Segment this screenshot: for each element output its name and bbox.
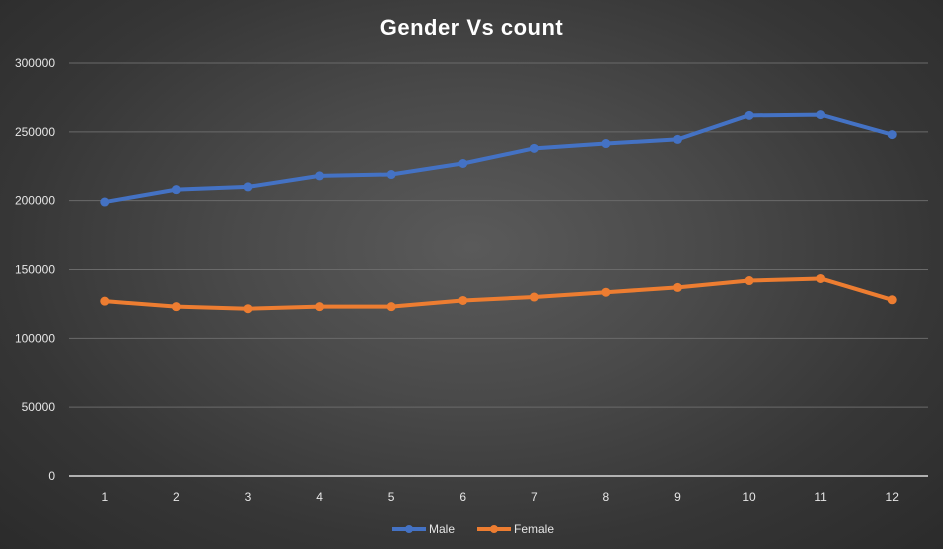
legend-label: Female xyxy=(514,522,554,536)
data-point-female xyxy=(171,302,181,312)
x-tick-label: 12 xyxy=(886,490,900,504)
x-tick-label: 4 xyxy=(316,490,323,504)
y-tick-label: 150000 xyxy=(15,263,55,277)
legend-swatch-marker xyxy=(405,525,413,533)
data-point-female xyxy=(243,304,253,314)
data-point-female xyxy=(816,273,826,283)
x-tick-label: 7 xyxy=(531,490,538,504)
data-point-male xyxy=(243,182,253,192)
series-line-female xyxy=(102,276,895,311)
data-point-female xyxy=(386,302,396,312)
data-point-female xyxy=(887,295,897,305)
y-axis: 0 50000 100000 150000 200000 250000 300000 xyxy=(15,56,55,483)
data-point-female xyxy=(315,302,325,312)
legend-label: Male xyxy=(429,522,455,536)
series-line-male xyxy=(102,112,895,205)
legend-item-female: Female xyxy=(477,522,554,536)
data-point-male xyxy=(386,170,396,180)
series-female xyxy=(100,273,897,314)
series-male xyxy=(100,110,897,207)
data-point-male xyxy=(744,110,754,120)
y-tick-label: 100000 xyxy=(15,331,55,345)
y-tick-label: 50000 xyxy=(22,400,56,414)
series-group xyxy=(100,110,897,314)
data-point-male xyxy=(672,134,682,144)
x-tick-label: 9 xyxy=(674,490,681,504)
legend-item-male: Male xyxy=(392,522,455,536)
data-point-male xyxy=(601,139,611,149)
x-axis: 1 2 3 4 5 6 7 8 9 10 11 12 xyxy=(69,475,928,504)
x-tick-label: 6 xyxy=(459,490,466,504)
x-tick-label: 11 xyxy=(814,490,827,504)
data-point-female xyxy=(744,276,754,286)
y-tick-label: 200000 xyxy=(15,194,55,208)
y-tick-label: 0 xyxy=(48,469,55,483)
x-tick-label: 8 xyxy=(603,490,610,504)
x-tick-label: 1 xyxy=(101,490,108,504)
y-tick-label: 250000 xyxy=(15,125,55,139)
legend: Male Female xyxy=(392,522,554,536)
data-point-female xyxy=(100,296,110,306)
data-point-male xyxy=(100,197,110,207)
x-tick-label: 2 xyxy=(173,490,180,504)
chart-title: Gender Vs count xyxy=(380,15,564,40)
data-point-male xyxy=(816,110,826,120)
legend-swatch-marker xyxy=(490,525,498,533)
data-point-female xyxy=(458,295,468,305)
data-point-male xyxy=(458,158,468,168)
data-point-female xyxy=(529,292,539,302)
data-point-male xyxy=(171,185,181,195)
x-tick-label: 3 xyxy=(245,490,252,504)
y-tick-label: 300000 xyxy=(15,56,55,70)
gridlines xyxy=(69,62,928,408)
x-tick-label: 5 xyxy=(388,490,395,504)
x-tick-label: 10 xyxy=(742,490,756,504)
data-point-male xyxy=(887,130,897,140)
data-point-female xyxy=(601,287,611,297)
data-point-male xyxy=(315,171,325,181)
data-point-female xyxy=(672,282,682,292)
data-point-male xyxy=(529,143,539,153)
